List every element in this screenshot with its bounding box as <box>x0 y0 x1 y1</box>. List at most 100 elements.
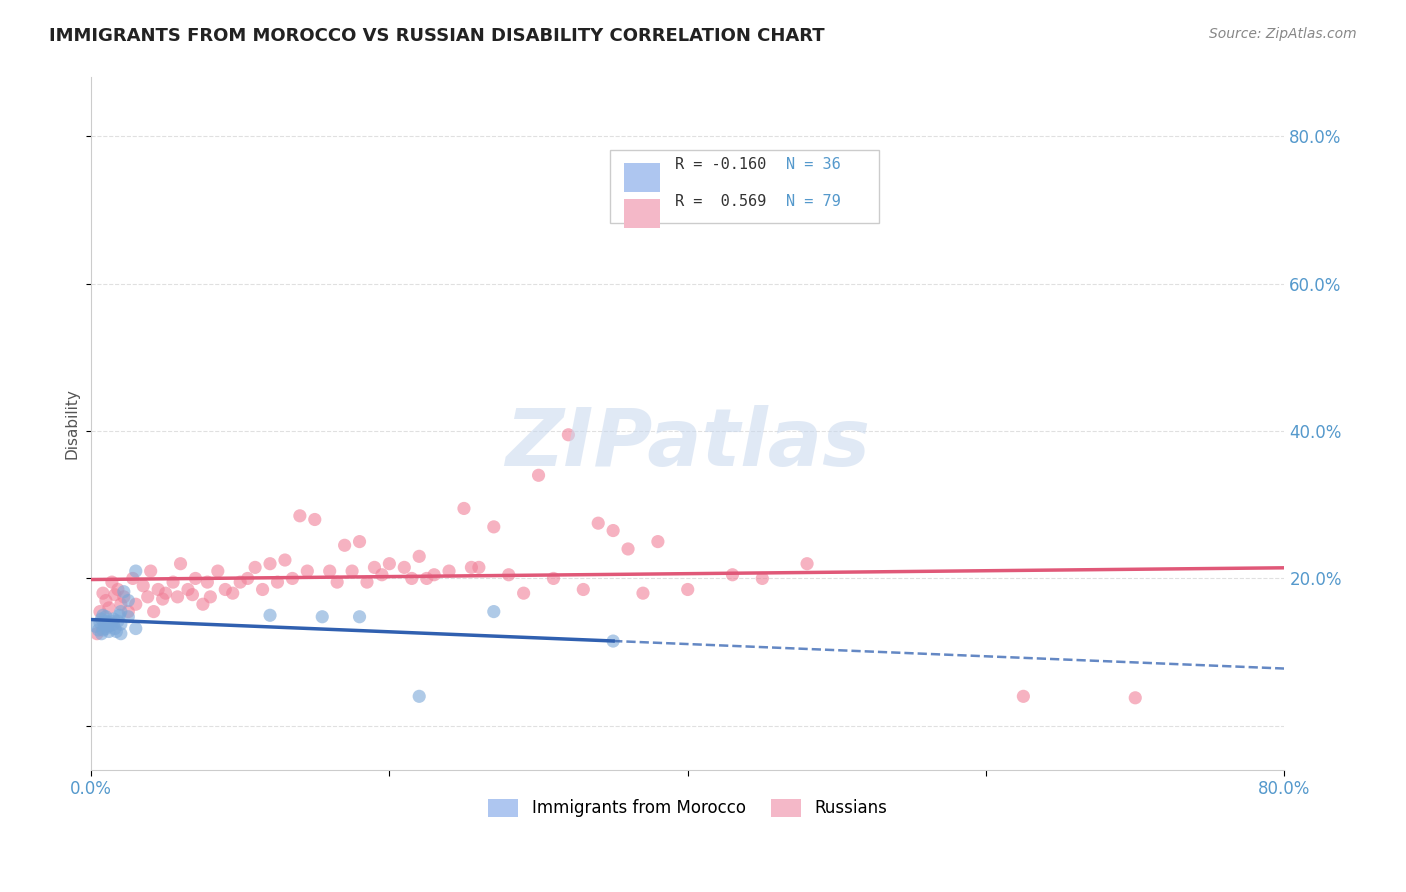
Point <box>110 626 132 640</box>
Point <box>87 623 110 637</box>
Point <box>318 564 340 578</box>
Point <box>107 614 129 628</box>
Point <box>94 622 117 636</box>
Point <box>117 593 139 607</box>
Point <box>90 626 112 640</box>
Point <box>105 624 128 639</box>
Point <box>89 615 111 630</box>
Point <box>647 534 669 549</box>
Point <box>297 564 319 578</box>
Point <box>100 618 122 632</box>
Point <box>236 571 259 585</box>
Point <box>572 582 595 597</box>
Point <box>97 601 120 615</box>
Point <box>437 564 460 578</box>
Point <box>86 626 108 640</box>
Point <box>1123 690 1146 705</box>
Text: N = 79: N = 79 <box>786 194 841 209</box>
Point <box>177 582 200 597</box>
FancyBboxPatch shape <box>610 150 879 223</box>
Point <box>162 575 184 590</box>
Point <box>266 575 288 590</box>
Point <box>101 614 124 628</box>
Point <box>97 615 120 630</box>
Point <box>796 557 818 571</box>
Point <box>117 609 139 624</box>
Point <box>103 617 125 632</box>
Point <box>721 567 744 582</box>
Bar <box>624 162 661 192</box>
Point <box>543 571 565 585</box>
Point <box>97 624 120 639</box>
Point <box>136 590 159 604</box>
Point <box>112 584 135 599</box>
Point <box>371 567 394 582</box>
Text: N = 36: N = 36 <box>786 157 841 172</box>
Point <box>349 609 371 624</box>
Point <box>94 609 117 624</box>
Point <box>631 586 654 600</box>
Point <box>101 575 124 590</box>
Point <box>453 501 475 516</box>
Point <box>125 564 148 578</box>
Point <box>125 622 148 636</box>
Point <box>243 560 266 574</box>
Point <box>617 541 640 556</box>
Point <box>90 612 112 626</box>
Text: R =  0.569: R = 0.569 <box>675 194 766 209</box>
Point <box>84 619 107 633</box>
Point <box>166 590 188 604</box>
Point <box>125 597 148 611</box>
Point <box>751 571 773 585</box>
Point <box>394 560 416 574</box>
Point <box>96 619 118 633</box>
Point <box>91 623 114 637</box>
Bar <box>624 199 661 228</box>
Legend: Immigrants from Morocco, Russians: Immigrants from Morocco, Russians <box>482 792 894 824</box>
Point <box>252 582 274 597</box>
Point <box>91 608 114 623</box>
Point <box>1012 690 1035 704</box>
Point <box>482 605 505 619</box>
Point <box>89 605 111 619</box>
Text: R = -0.160: R = -0.160 <box>675 157 766 172</box>
Point <box>207 564 229 578</box>
Point <box>191 597 214 611</box>
Point <box>415 571 437 585</box>
Point <box>121 571 143 585</box>
Point <box>110 597 132 611</box>
Text: IMMIGRANTS FROM MOROCCO VS RUSSIAN DISABILITY CORRELATION CHART: IMMIGRANTS FROM MOROCCO VS RUSSIAN DISAB… <box>49 27 825 45</box>
Point <box>408 549 430 564</box>
Text: Source: ZipAtlas.com: Source: ZipAtlas.com <box>1209 27 1357 41</box>
Point <box>110 605 132 619</box>
Point <box>340 564 363 578</box>
Point <box>117 605 139 619</box>
Point <box>602 634 624 648</box>
Point <box>468 560 491 574</box>
Point <box>91 586 114 600</box>
Point <box>152 592 174 607</box>
Point <box>146 582 169 597</box>
Point <box>195 575 218 590</box>
Point <box>557 427 579 442</box>
Point <box>259 557 281 571</box>
Point <box>482 520 505 534</box>
Point <box>586 516 609 531</box>
Point <box>112 590 135 604</box>
Point <box>108 608 131 623</box>
Point <box>94 614 117 628</box>
Point <box>214 582 236 597</box>
Point <box>349 534 371 549</box>
Point <box>222 586 245 600</box>
Point <box>602 524 624 538</box>
Point <box>333 538 356 552</box>
Point <box>104 622 127 636</box>
Point <box>104 588 127 602</box>
Point <box>281 571 304 585</box>
Point <box>110 617 132 632</box>
Point <box>132 579 155 593</box>
Point <box>356 575 378 590</box>
Point <box>311 609 333 624</box>
Point <box>288 508 311 523</box>
Point <box>94 593 117 607</box>
